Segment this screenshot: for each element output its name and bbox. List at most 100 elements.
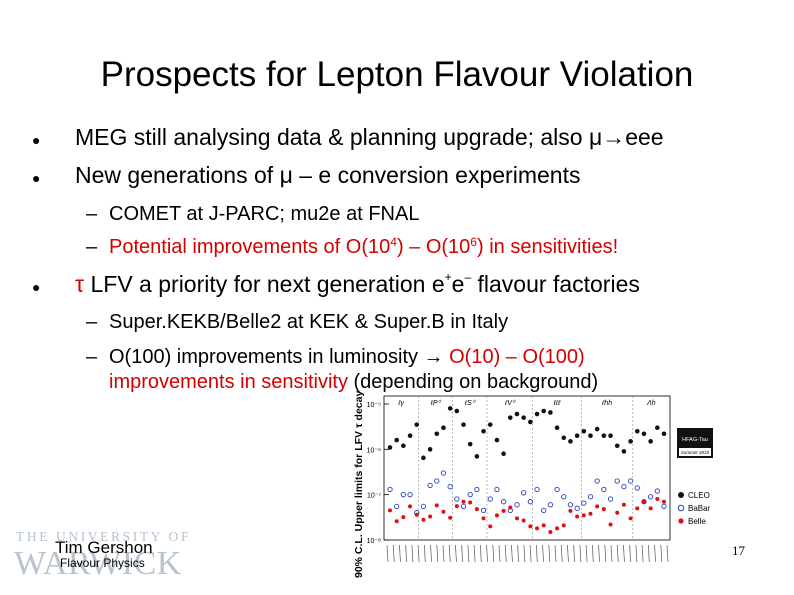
cleo-point [421,455,426,461]
badge-title: HFAG-Tau [682,437,708,443]
cleo-point [487,422,493,427]
cleo-point [614,443,620,449]
babar-point [514,502,520,508]
plot-border [383,395,671,541]
decay-mode-label [554,544,557,563]
sub-bullet-luminosity-cont: improvements in sensitivity (depending o… [109,371,599,393]
cleo-point [454,408,460,414]
babar-point [387,486,393,493]
decay-mode-label [492,544,495,563]
decay-mode-label [467,544,470,563]
cleo-point [561,435,567,441]
decay-mode-label [591,544,594,563]
group-label: ℓS⁰ [464,399,476,407]
logo-line1: THE UNIVERSITY OF [16,529,191,544]
cleo-point [427,447,433,452]
belle-point [454,504,459,509]
babar-point [567,502,574,508]
belle-point [648,506,653,511]
babar-point [627,478,634,484]
babar-point [407,492,413,498]
university-logo: THE UNIVERSITY OF WARWICK [14,529,191,576]
belle-point [494,513,499,518]
badge-subtitle: Summer 2010 [681,450,710,455]
babar-point [494,486,500,493]
cleo-point [641,431,647,437]
cleo-point [621,449,627,454]
babar-point [621,484,627,490]
belle-point [555,526,560,531]
belle-point [441,509,446,514]
decay-mode-label [392,544,395,563]
belle-point [588,511,593,516]
decay-mode-label [598,544,600,563]
babar-point [641,499,647,505]
decay-mode-label [616,544,619,563]
decay-mode-label [399,544,401,563]
group-label: ℓhh [601,400,612,407]
bullet-mu-e-conversion: New generations of μ – e conversion expe… [75,162,581,188]
decay-mode-label [666,544,669,563]
cleo-point [594,426,600,432]
decay-mode-label [405,544,408,563]
babar-point [601,486,607,493]
decay-mode-label [560,544,563,563]
decay-mode-label [411,544,414,563]
decay-mode-label [442,544,445,563]
bullet-dot: ● [32,170,41,186]
department-name: Flavour Physics [60,556,145,570]
babar-point [460,503,467,510]
y-tick-label: 10⁻⁸ [367,538,381,545]
decay-mode-label [517,544,520,563]
belle-point [461,499,466,504]
belle-point [595,504,600,509]
sub-bullet-luminosity: O(100) improvements in luminosity → O(10… [109,346,585,368]
cleo-point [548,410,553,415]
cleo-point [528,419,533,425]
cleo-point [655,425,660,431]
belle-point [508,505,513,510]
belle-point [521,518,526,523]
babar-point [440,470,447,476]
babar-point [474,486,480,493]
belle-point [488,524,493,529]
belle-point [641,499,646,504]
babar-point [574,505,580,511]
belle-point [575,514,580,519]
sub-bullet-dash: – [86,203,98,225]
decay-mode-label [436,544,439,563]
decay-mode-label [579,544,582,563]
sub-bullet-improvements: Potential improvements of O(104) – O(106… [109,235,619,258]
belle-point [514,516,519,521]
chart-marks [387,406,667,535]
babar-point [647,494,654,500]
babar-point [654,488,660,494]
decay-mode-label [535,544,538,563]
group-label: ℓℓℓ [553,400,562,407]
belle-point [434,503,439,508]
sub-bullet-comet: COMET at J-PARC; mu2e at FNAL [109,203,420,225]
decay-mode-label [511,544,513,563]
decay-mode-label [610,544,613,563]
belle-point [414,512,419,517]
belle-point [535,526,540,531]
babar-point [547,502,554,508]
decay-mode-label [473,544,476,563]
decay-mode-label [623,544,625,563]
belle-point [528,524,533,529]
page-number: 17 [732,543,745,558]
legend-belle: Belle [688,517,706,526]
lfv-limits-chart: 10⁻⁵ 10⁻⁶ 10⁻⁷ 10⁻⁸ ℓγ ℓP⁰ ℓS⁰ ℓV⁰ ℓℓℓ ℓhh Λh 90% … [353,390,713,578]
decay-mode-label [641,544,644,563]
decay-mode-label [423,544,426,563]
group-label: ℓP⁰ [430,399,442,407]
bullet-tau-lfv: τ LFV a priority for next generation e+e… [75,270,640,297]
decay-mode-label [654,544,656,563]
cleo-point [474,454,480,459]
belle-point [655,497,660,502]
babar-point [581,500,587,506]
cleo-point [481,428,486,434]
cleo-point [467,441,473,447]
cleo-point [501,451,506,457]
cleo-point [661,431,667,437]
